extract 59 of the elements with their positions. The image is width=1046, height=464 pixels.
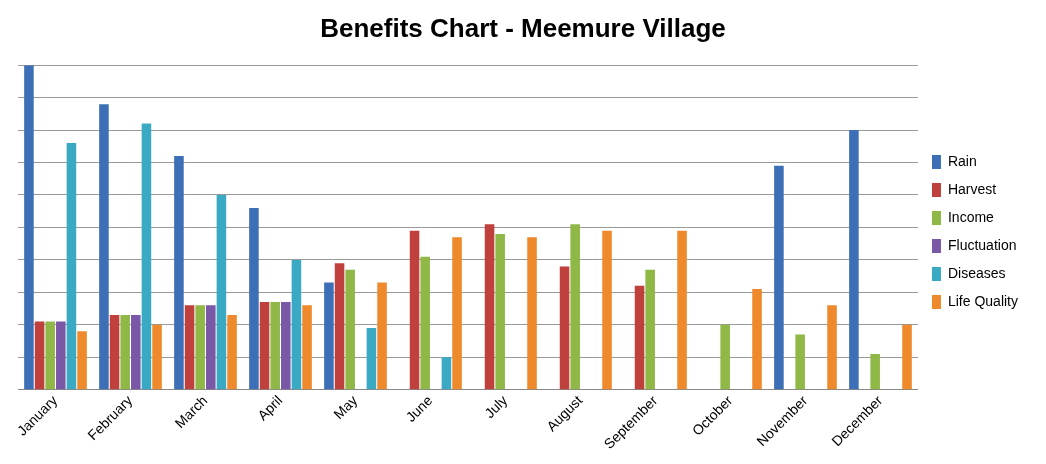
bar [206,305,216,390]
bar [324,282,334,390]
bar [420,256,430,390]
chart-title: Benefits Chart - Meemure Village [320,12,726,43]
bar [602,230,612,390]
legend-label: Income [947,208,995,225]
bar [645,269,655,390]
legend-label: Rain [947,152,977,169]
bar [334,263,345,390]
bar [120,315,130,390]
bar [366,328,377,390]
bar [774,165,784,390]
bar [677,230,687,390]
bar [570,224,580,390]
bar [195,305,205,390]
bar [870,354,880,390]
bar [227,315,237,390]
bar [34,321,45,390]
bar [291,259,302,390]
bar [270,302,280,390]
legend-label: Fluctuation [947,236,1017,253]
bar [441,357,452,390]
bar [99,104,109,390]
bar [345,269,355,390]
legend-label: Diseases [947,264,1006,281]
bar [559,266,570,390]
bar [56,321,66,390]
bar [249,207,259,390]
x-tick-label: July [481,392,511,422]
bar [902,324,912,390]
bar [216,195,227,390]
bar [827,305,837,390]
bar [302,305,312,390]
bar [24,65,34,390]
x-tick-label: May [330,392,361,423]
bar [849,130,859,390]
bar [141,123,152,390]
legend-label: Harvest [947,180,997,197]
bar [184,305,195,390]
bar [752,289,762,390]
bar [495,233,505,390]
bar [77,331,87,390]
bar [452,237,462,390]
bar [409,230,420,390]
bar [259,302,270,390]
bar [377,282,387,390]
bar [174,156,184,390]
bar [109,315,120,390]
bar [795,334,805,390]
bar [527,237,537,390]
bar [66,143,77,390]
bar [152,324,162,390]
bar [634,285,645,390]
legend-label: Life Quality [947,292,1019,309]
bar [720,324,730,390]
bar [45,321,55,390]
bar [281,302,291,390]
bar [131,315,141,390]
bar [484,224,495,390]
